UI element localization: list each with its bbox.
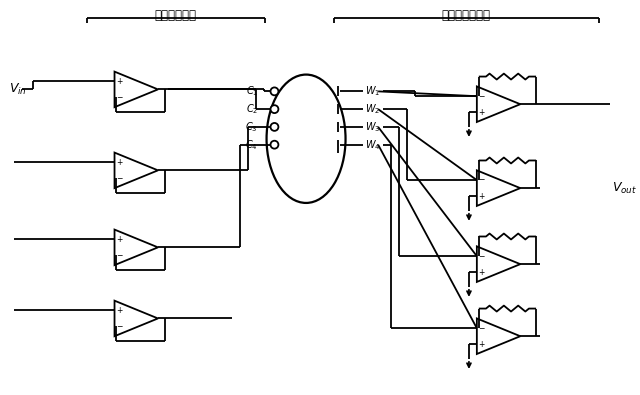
Text: −: − (479, 92, 485, 101)
Text: $W_3$: $W_3$ (365, 120, 381, 134)
Text: +: + (116, 306, 123, 315)
Text: 複数の作用電極: 複数の作用電極 (442, 9, 490, 23)
Text: −: − (116, 251, 123, 260)
Circle shape (271, 141, 278, 149)
Text: +: + (479, 268, 485, 276)
Circle shape (271, 123, 278, 131)
Text: $C_3$: $C_3$ (246, 120, 258, 134)
Text: +: + (479, 340, 485, 349)
Text: −: − (116, 174, 123, 183)
Text: −: − (479, 176, 485, 184)
Circle shape (271, 87, 278, 95)
Text: $C_1$: $C_1$ (246, 85, 258, 98)
Text: $V_{out}$: $V_{out}$ (612, 181, 637, 196)
Text: $C_2$: $C_2$ (246, 102, 258, 116)
Text: −: − (116, 93, 123, 102)
Text: $V_{in}$: $V_{in}$ (9, 82, 27, 97)
Circle shape (271, 105, 278, 113)
Text: $W_4$: $W_4$ (365, 138, 381, 152)
Text: $W_2$: $W_2$ (365, 102, 380, 116)
Text: 複数の対電極: 複数の対電極 (155, 9, 196, 23)
Text: +: + (479, 192, 485, 201)
Text: +: + (116, 77, 123, 86)
Text: +: + (116, 235, 123, 244)
Text: $C_4$: $C_4$ (245, 138, 258, 152)
Text: +: + (116, 158, 123, 167)
Text: +: + (479, 108, 485, 117)
Text: $W_1$: $W_1$ (365, 85, 381, 98)
Text: −: − (479, 324, 485, 333)
Text: −: − (479, 252, 485, 261)
Text: −: − (116, 322, 123, 331)
